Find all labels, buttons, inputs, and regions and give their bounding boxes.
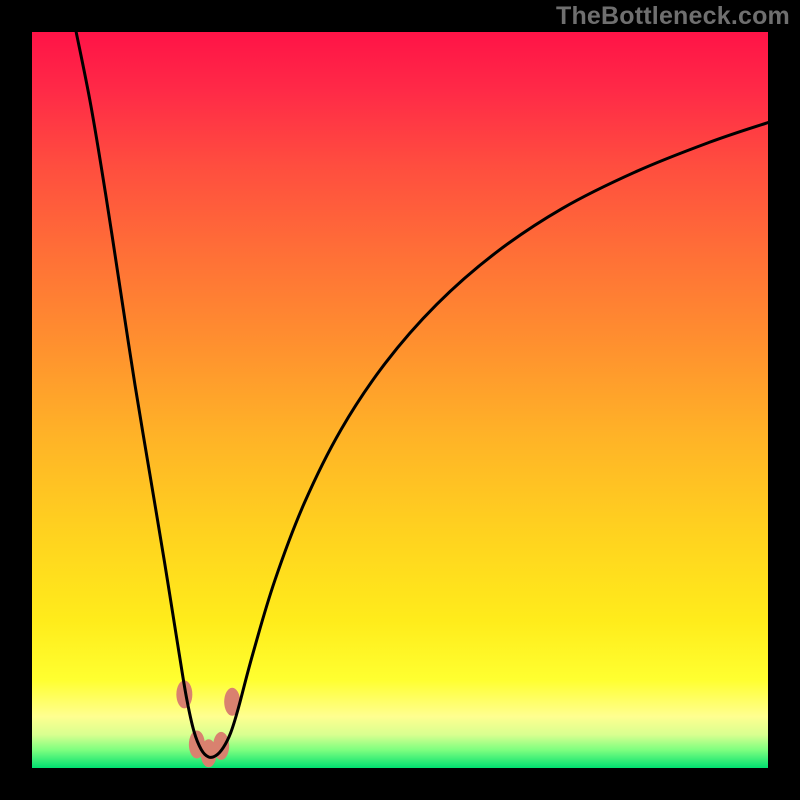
chart-svg [0, 0, 800, 800]
watermark-text: TheBottleneck.com [556, 2, 790, 31]
chart-root: TheBottleneck.com [0, 0, 800, 800]
plot-background [32, 32, 768, 768]
